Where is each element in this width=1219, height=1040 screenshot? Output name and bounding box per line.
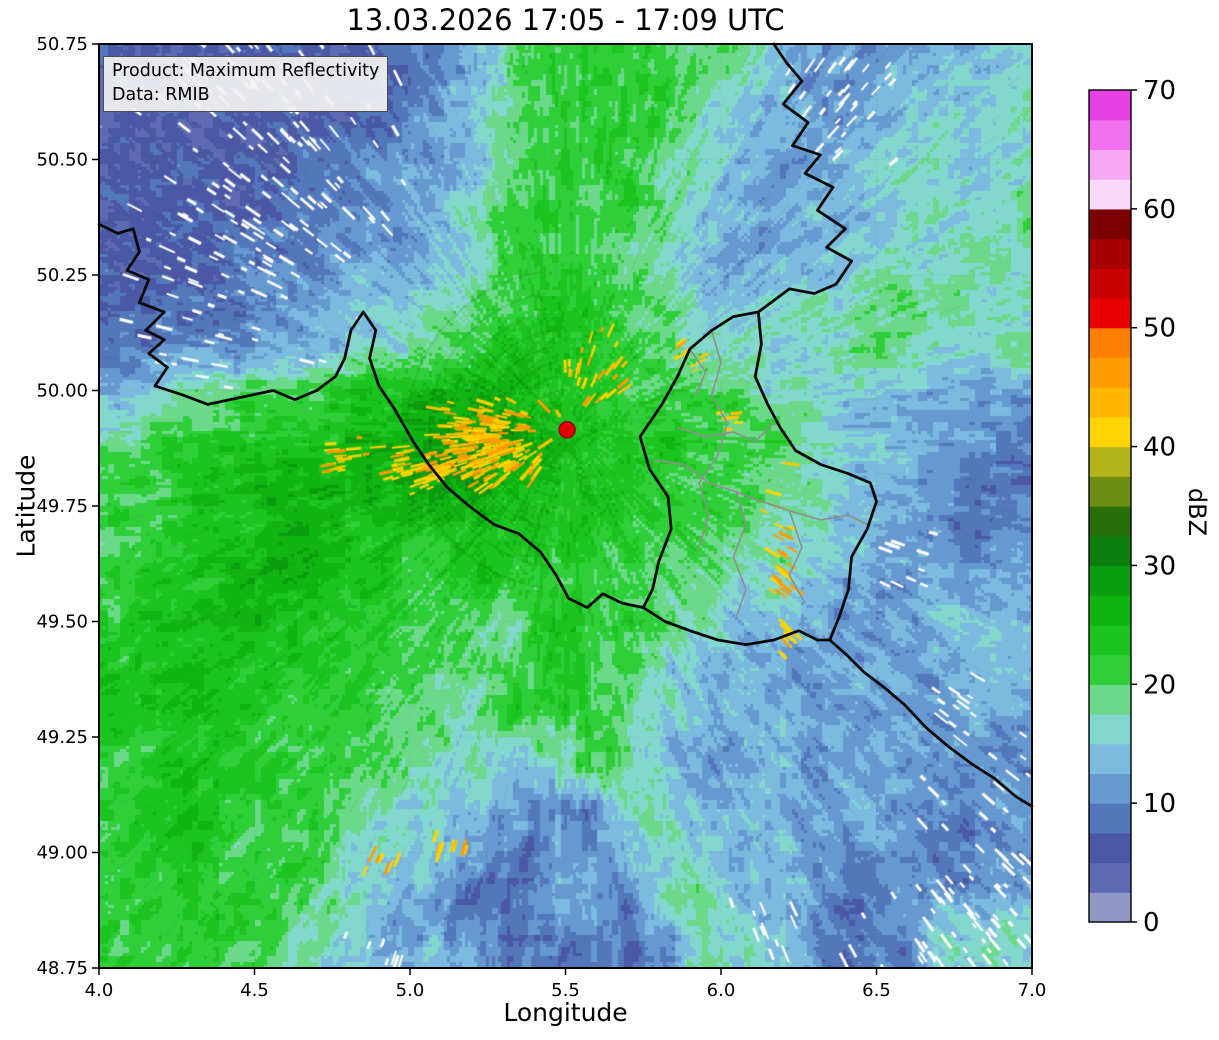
colorbar-frame [1088,89,1132,923]
colorbar-segment [1089,506,1131,537]
colorbar-segment [1089,773,1131,804]
colorbar-segment [1089,624,1131,656]
colorbar-segment [1089,684,1131,715]
colorbar-tick-label: 0 [1143,908,1160,938]
radar-field-canvas [99,44,1032,968]
colorbar-segment [1089,476,1131,507]
colorbar-segment [1089,238,1131,269]
colorbar-segment [1089,208,1131,240]
colorbar-tick-label: 50 [1143,314,1176,344]
colorbar-segment [1089,119,1131,151]
colorbar-tick-label: 70 [1143,76,1176,106]
colorbar-segment [1089,357,1131,388]
colorbar-segment [1089,862,1131,893]
y-tick-label: 49.50 [36,612,88,633]
y-tick-label: 50.00 [36,381,88,402]
colorbar-segment [1089,149,1131,180]
y-tick-label: 49.25 [36,727,88,748]
colorbar-segment [1089,595,1131,626]
colorbar-segment [1089,714,1131,745]
y-tick-label: 49.00 [36,843,88,864]
figure-title: 13.03.2026 17:05 - 17:09 UTC [346,3,785,37]
colorbar-segment [1089,387,1131,418]
colorbar-segment [1089,268,1131,299]
colorbar-tick-label: 10 [1143,789,1176,819]
colorbar-segment [1089,803,1131,834]
colorbar-segment [1089,298,1131,329]
y-tick-label: 50.75 [36,34,88,55]
data-source-line: Data: RMIB [112,85,210,106]
colorbar-segment [1089,446,1131,477]
colorbar-segment [1089,892,1131,923]
colorbar-segment [1089,743,1131,775]
colorbar-segment [1089,654,1131,685]
y-tick-label: 50.50 [36,150,88,171]
colorbar-tick-label: 20 [1143,670,1176,700]
colorbar-segment [1089,90,1131,121]
colorbar-segment [1089,565,1131,596]
colorbar-tick-label: 30 [1143,551,1176,581]
y-axis-label: Latitude [11,454,41,558]
colorbar-segment [1089,416,1131,448]
colorbar-label: dBZ [1183,487,1211,537]
colorbar-segment [1089,535,1131,567]
colorbar-segment [1089,179,1131,210]
y-tick-label: 50.25 [36,265,88,286]
colorbar-tick-label: 60 [1143,195,1176,225]
colorbar-tick-label: 40 [1143,433,1176,463]
colorbar-segment [1089,832,1131,864]
y-tick-label: 49.75 [36,496,88,517]
product-line: Product: Maximum Reflectivity [112,61,380,81]
x-axis-label: Longitude [503,998,628,1027]
product-info-box: Product: Maximum Reflectivity Data: RMIB [103,56,389,113]
colorbar-segment [1089,327,1131,359]
y-tick-label: 48.75 [36,958,88,979]
